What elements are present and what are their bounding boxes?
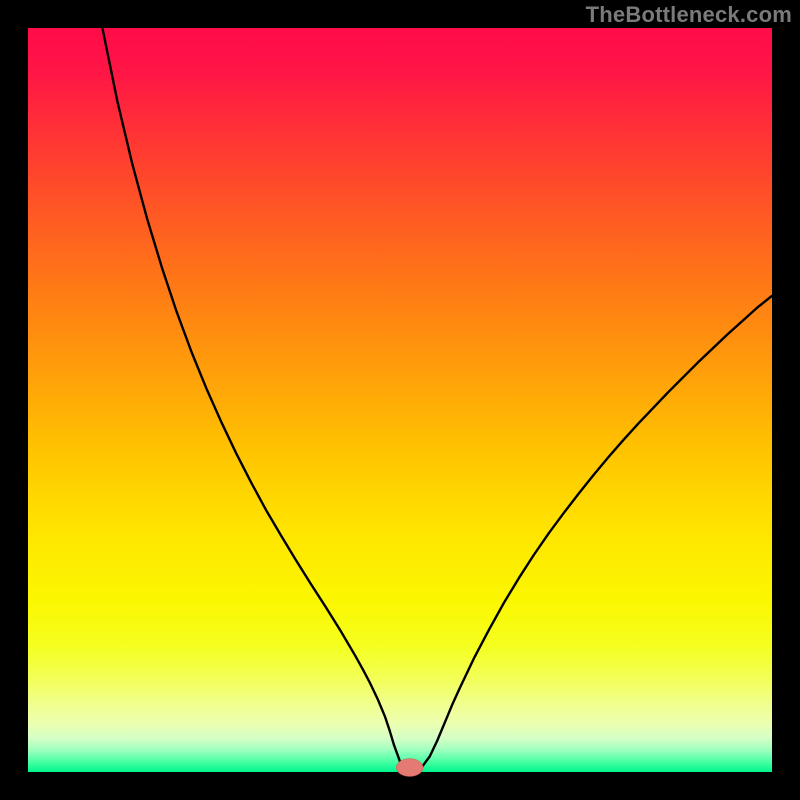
watermark-text: TheBottleneck.com bbox=[586, 2, 792, 28]
outer-frame: TheBottleneck.com bbox=[0, 0, 800, 800]
optimal-marker bbox=[396, 759, 423, 777]
chart-svg bbox=[0, 0, 800, 800]
